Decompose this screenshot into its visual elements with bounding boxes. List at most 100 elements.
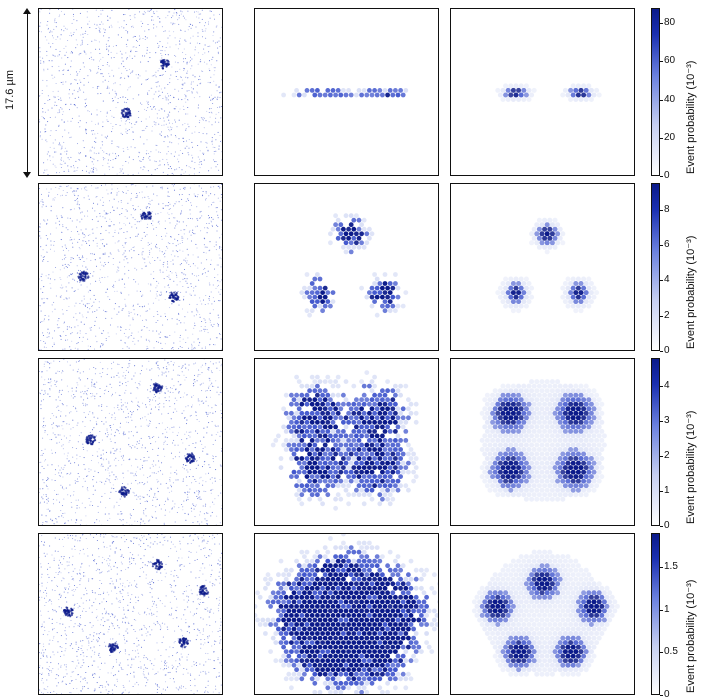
noise-dot [128, 444, 129, 445]
noise-dot [121, 120, 122, 121]
noise-dot [190, 167, 191, 168]
noise-dot [182, 205, 183, 206]
noise-dot [78, 500, 79, 501]
noise-dot [159, 250, 160, 251]
noise-dot [205, 473, 206, 474]
noise-dot [156, 285, 157, 286]
noise-dot [104, 158, 105, 159]
histogram-pixel [331, 429, 336, 434]
noise-dot [201, 303, 202, 304]
noise-dot [140, 220, 141, 221]
noise-dot [193, 342, 194, 343]
noise-dot [79, 88, 80, 89]
noise-dot [170, 271, 171, 272]
noise-dot [131, 249, 132, 250]
noise-dot [191, 161, 192, 162]
noise-dot [133, 159, 134, 160]
noise-dot [99, 373, 100, 374]
theory-pixel [508, 304, 513, 309]
noise-dot [87, 286, 88, 287]
noise-dot [70, 32, 71, 33]
noise-dot [159, 504, 160, 505]
noise-dot [194, 479, 195, 480]
noise-dot [123, 524, 124, 525]
noise-dot [209, 112, 210, 113]
noise-dot [212, 413, 213, 414]
noise-dot [196, 415, 197, 416]
atom-spot [86, 436, 88, 438]
noise-dot [202, 466, 203, 467]
noise-dot [198, 345, 199, 346]
noise-dot [141, 336, 142, 337]
noise-dot [198, 465, 199, 466]
noise-dot [191, 87, 192, 88]
noise-dot [87, 216, 88, 217]
noise-dot [193, 505, 194, 506]
noise-dot [50, 135, 51, 136]
noise-dot [218, 300, 219, 301]
noise-dot [186, 165, 187, 166]
histogram-pixel [375, 434, 380, 439]
histogram-pixel [380, 397, 385, 402]
noise-dot [222, 414, 223, 415]
noise-dot [109, 413, 110, 414]
noise-dot [62, 487, 63, 488]
noise-dot [107, 88, 108, 89]
noise-dot [140, 103, 141, 104]
theory-pixel [508, 277, 513, 282]
noise-dot [94, 398, 95, 399]
noise-dot [127, 31, 128, 32]
noise-dot [173, 185, 174, 186]
histogram-pixel [359, 443, 364, 448]
noise-dot [125, 434, 126, 435]
histogram-pixel [393, 308, 398, 313]
histogram-pixel [294, 447, 299, 452]
noise-dot [208, 473, 209, 474]
histogram-pixel [377, 393, 382, 398]
histogram-pixel [380, 406, 385, 411]
noise-dot [163, 403, 164, 404]
noise-dot [177, 291, 178, 292]
noise-dot [192, 133, 193, 134]
noise-dot [90, 157, 91, 158]
noise-dot [66, 310, 67, 311]
noise-dot [42, 479, 43, 480]
noise-dot [73, 406, 74, 407]
noise-dot [154, 124, 155, 125]
histogram-pixel [362, 402, 367, 407]
atom-spot [190, 455, 192, 457]
noise-dot [222, 140, 223, 141]
noise-dot [100, 396, 101, 397]
histogram-pixel [318, 406, 323, 411]
noise-dot [219, 479, 220, 480]
noise-dot [65, 104, 66, 105]
noise-dot [171, 17, 172, 18]
noise-dot [99, 431, 100, 432]
noise-dot [84, 324, 85, 325]
noise-dot [150, 475, 151, 476]
histogram-pixel [401, 415, 406, 420]
theory-pixel [503, 83, 508, 88]
noise-dot [190, 68, 191, 69]
noise-dot [208, 367, 209, 368]
histogram-pixel [315, 420, 320, 425]
noise-dot [76, 199, 77, 200]
noise-dot [47, 332, 48, 333]
noise-dot [61, 146, 62, 147]
noise-dot [164, 110, 165, 111]
noise-dot [101, 457, 102, 458]
noise-dot [84, 457, 85, 458]
histogram-pixel [292, 415, 297, 420]
panel-b-row-1-image [255, 9, 439, 176]
histogram-pixel [297, 443, 302, 448]
noise-dot [102, 65, 103, 66]
noise-dot [183, 229, 184, 230]
noise-dot [218, 292, 219, 293]
noise-dot [202, 451, 203, 452]
noise-dot [115, 124, 116, 125]
noise-dot [41, 371, 42, 372]
noise-dot [138, 331, 139, 332]
noise-dot [94, 152, 95, 153]
noise-dot [94, 325, 95, 326]
noise-dot [111, 184, 112, 185]
